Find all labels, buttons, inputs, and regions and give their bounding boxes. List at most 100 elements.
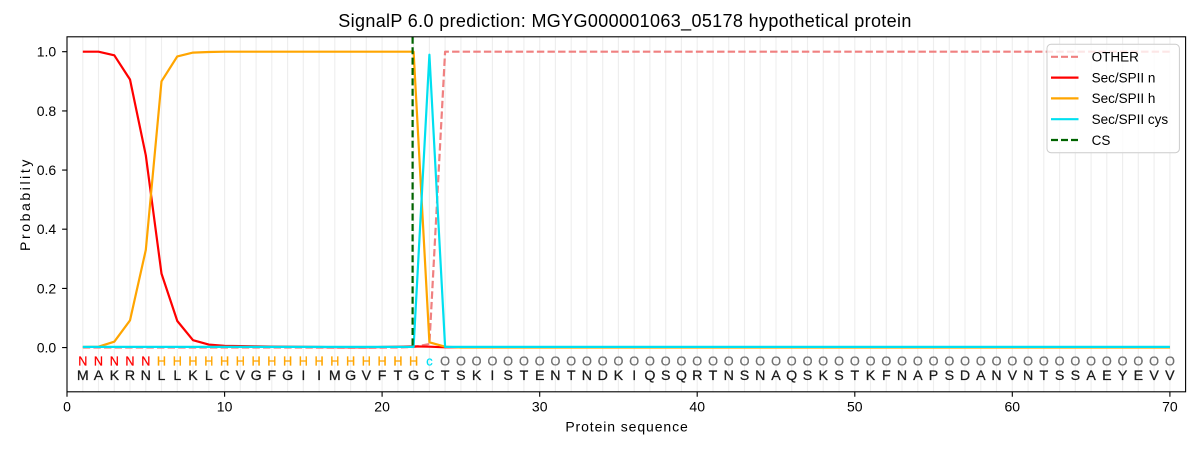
- svg-text:L: L: [173, 368, 181, 384]
- svg-text:H: H: [283, 354, 292, 368]
- svg-text:O: O: [929, 354, 939, 368]
- svg-text:S: S: [1071, 368, 1080, 384]
- svg-text:O: O: [1055, 354, 1065, 368]
- svg-text:E: E: [1134, 368, 1143, 384]
- svg-text:O: O: [1165, 354, 1175, 368]
- svg-text:H: H: [362, 354, 371, 368]
- svg-text:S: S: [456, 368, 465, 384]
- svg-text:N: N: [125, 354, 134, 368]
- svg-text:H: H: [330, 354, 339, 368]
- svg-text:30: 30: [532, 398, 548, 414]
- svg-text:T: T: [567, 368, 576, 384]
- svg-text:D: D: [960, 368, 970, 384]
- svg-text:70: 70: [1162, 398, 1178, 414]
- svg-text:H: H: [378, 354, 387, 368]
- svg-text:K: K: [818, 368, 828, 384]
- svg-text:O: O: [913, 354, 923, 368]
- svg-text:c: c: [426, 354, 433, 368]
- svg-text:H: H: [409, 354, 418, 368]
- svg-text:I: I: [632, 368, 636, 384]
- svg-text:R: R: [692, 368, 702, 384]
- svg-text:O: O: [1086, 354, 1096, 368]
- svg-text:O: O: [1149, 354, 1159, 368]
- svg-text:O: O: [661, 354, 671, 368]
- svg-text:D: D: [598, 368, 608, 384]
- svg-text:O: O: [582, 354, 592, 368]
- svg-text:Q: Q: [786, 368, 797, 384]
- svg-text:20: 20: [374, 398, 390, 414]
- svg-text:T: T: [1039, 368, 1048, 384]
- svg-text:S: S: [1055, 368, 1064, 384]
- svg-text:O: O: [1118, 354, 1128, 368]
- svg-text:O: O: [645, 354, 655, 368]
- svg-text:Sec/SPII n: Sec/SPII n: [1092, 70, 1156, 85]
- svg-text:Q: Q: [644, 368, 655, 384]
- svg-text:O: O: [866, 354, 876, 368]
- svg-text:C: C: [219, 368, 229, 384]
- svg-text:T: T: [709, 368, 718, 384]
- svg-text:SignalP 6.0 prediction: MGYG00: SignalP 6.0 prediction: MGYG000001063_05…: [338, 11, 911, 32]
- svg-text:0: 0: [63, 398, 71, 414]
- svg-text:V: V: [1149, 368, 1159, 384]
- svg-text:N: N: [582, 368, 592, 384]
- svg-text:S: S: [945, 368, 954, 384]
- svg-text:T: T: [520, 368, 529, 384]
- svg-text:60: 60: [1005, 398, 1021, 414]
- svg-text:H: H: [346, 354, 355, 368]
- svg-text:O: O: [944, 354, 954, 368]
- svg-text:H: H: [188, 354, 197, 368]
- svg-text:O: O: [503, 354, 513, 368]
- svg-text:K: K: [110, 368, 120, 384]
- svg-text:0.4: 0.4: [37, 221, 57, 237]
- svg-text:N: N: [755, 368, 765, 384]
- svg-text:O: O: [1023, 354, 1033, 368]
- svg-text:H: H: [267, 354, 276, 368]
- svg-text:G: G: [251, 368, 262, 384]
- svg-text:O: O: [976, 354, 986, 368]
- svg-text:O: O: [850, 354, 860, 368]
- svg-text:N: N: [550, 368, 560, 384]
- svg-text:Sec/SPII h: Sec/SPII h: [1092, 91, 1156, 106]
- svg-text:0.2: 0.2: [37, 280, 57, 296]
- svg-text:S: S: [503, 368, 512, 384]
- svg-text:I: I: [301, 368, 305, 384]
- svg-text:L: L: [205, 368, 213, 384]
- svg-text:C: C: [424, 368, 434, 384]
- svg-text:A: A: [976, 368, 986, 384]
- svg-text:M: M: [77, 368, 89, 384]
- svg-text:O: O: [834, 354, 844, 368]
- svg-text:N: N: [897, 368, 907, 384]
- svg-text:Y: Y: [1118, 368, 1128, 384]
- svg-text:F: F: [882, 368, 891, 384]
- svg-text:H: H: [204, 354, 213, 368]
- svg-text:O: O: [629, 354, 639, 368]
- svg-text:A: A: [771, 368, 781, 384]
- svg-text:A: A: [913, 368, 923, 384]
- svg-text:L: L: [158, 368, 166, 384]
- svg-text:O: O: [724, 354, 734, 368]
- svg-text:H: H: [252, 354, 261, 368]
- svg-text:N: N: [141, 368, 151, 384]
- svg-text:H: H: [157, 354, 166, 368]
- svg-text:N: N: [724, 368, 734, 384]
- svg-text:O: O: [897, 354, 907, 368]
- svg-text:O: O: [1133, 354, 1143, 368]
- svg-text:G: G: [408, 368, 419, 384]
- svg-text:N: N: [78, 354, 87, 368]
- svg-text:1.0: 1.0: [37, 44, 57, 60]
- svg-text:OTHER: OTHER: [1092, 50, 1140, 65]
- svg-text:O: O: [1007, 354, 1017, 368]
- svg-text:V: V: [236, 368, 246, 384]
- svg-text:T: T: [850, 368, 859, 384]
- svg-text:N: N: [1023, 368, 1033, 384]
- svg-text:T: T: [394, 368, 403, 384]
- svg-text:H: H: [173, 354, 182, 368]
- svg-text:K: K: [614, 368, 624, 384]
- svg-text:O: O: [519, 354, 529, 368]
- svg-text:O: O: [535, 354, 545, 368]
- svg-text:O: O: [1070, 354, 1080, 368]
- svg-text:V: V: [1008, 368, 1018, 384]
- svg-text:T: T: [441, 368, 450, 384]
- svg-text:A: A: [94, 368, 104, 384]
- svg-text:H: H: [315, 354, 324, 368]
